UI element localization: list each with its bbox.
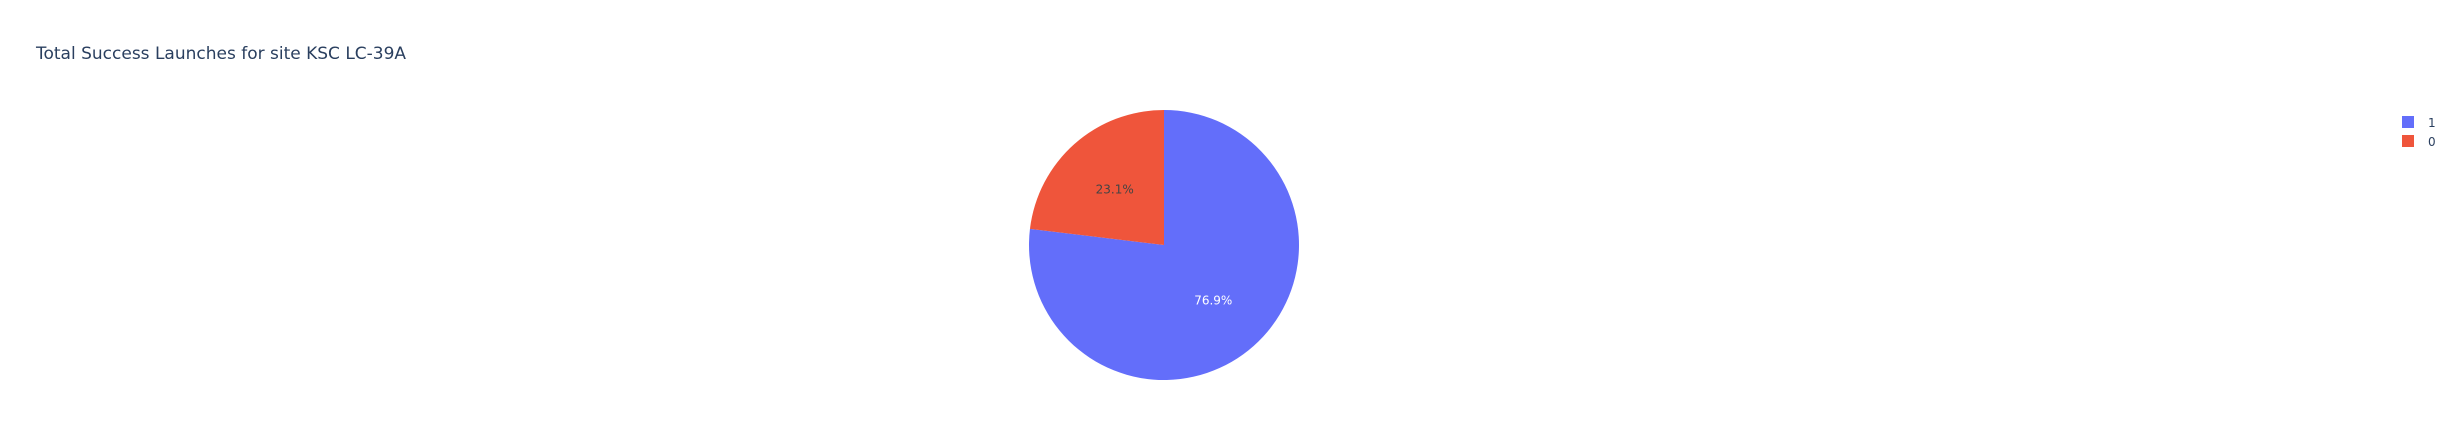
legend-label-1: 1 <box>2428 116 2436 130</box>
legend-label-0: 0 <box>2428 135 2436 149</box>
legend-swatch-1 <box>2402 116 2414 128</box>
pie-slice-label-0: 23.1% <box>1096 182 1134 196</box>
legend: 10 <box>2402 116 2436 149</box>
legend-item-0[interactable]: 0 <box>2402 135 2436 149</box>
chart-title: Total Success Launches for site KSC LC-3… <box>35 44 406 64</box>
legend-item-1[interactable]: 1 <box>2402 116 2436 130</box>
pie-slice-1[interactable] <box>1029 110 1299 380</box>
pie: 76.9% 23.1% <box>1029 110 1299 380</box>
legend-swatch-0 <box>2402 135 2414 147</box>
pie-slice-label-1: 76.9% <box>1194 294 1232 308</box>
pie-slice-0[interactable] <box>1029 110 1164 245</box>
